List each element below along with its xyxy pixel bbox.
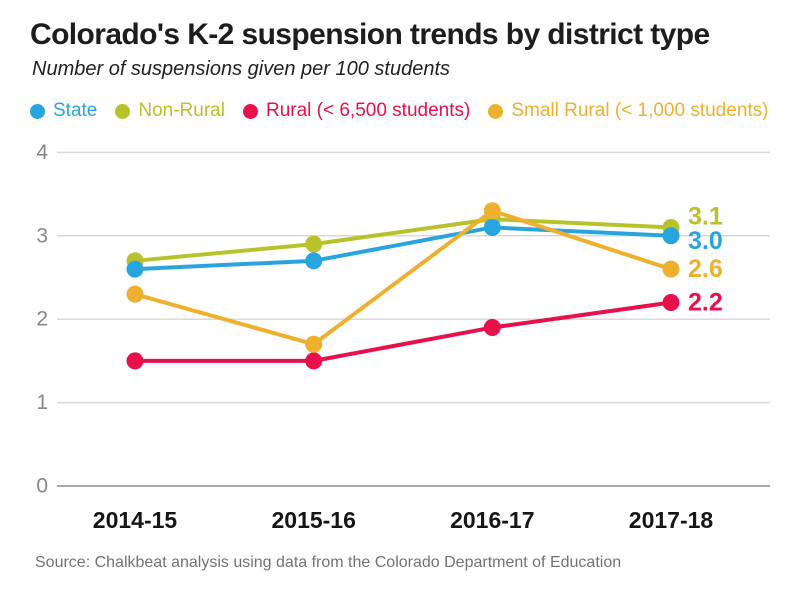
series-end-value-label: 3.0	[688, 227, 723, 255]
data-point	[305, 235, 323, 253]
data-point	[126, 260, 144, 278]
x-axis-tick-label: 2017-18	[629, 507, 714, 533]
legend-item-rural: Rural (< 6,500 students)	[242, 100, 471, 122]
chart-title: Colorado's K-2 suspension trends by dist…	[30, 18, 710, 51]
series-line-state	[133, 225, 673, 272]
series-end-value-label: 3.1	[688, 202, 723, 230]
series-end-value-label: 2.6	[688, 255, 723, 283]
source-note: Source: Chalkbeat analysis using data fr…	[35, 554, 622, 571]
legend-dot-icon	[242, 103, 258, 119]
legend-label-rural: Rural (< 6,500 students)	[265, 100, 471, 121]
series-end-value-label: 2.2	[688, 289, 723, 317]
legend-label-non-rural: Non-Rural	[138, 100, 225, 121]
data-point	[126, 285, 144, 303]
series-line-rural-6-500-students	[133, 300, 673, 363]
y-axis-tick-label: 0	[36, 475, 48, 498]
y-axis-tick-label: 4	[36, 141, 48, 164]
x-axis-tick-label: 2015-16	[271, 507, 355, 533]
legend-dot-icon	[115, 103, 131, 119]
data-point	[305, 252, 323, 270]
data-point	[483, 218, 501, 236]
legend-item-non-rural: Non-Rural	[115, 100, 225, 122]
legend-item-state: State	[30, 100, 97, 122]
data-point	[305, 335, 323, 353]
series-line-small-rural-1-000-students	[133, 208, 673, 347]
legend: State Non-Rural Rural (< 6,500 students)…	[30, 100, 769, 122]
data-point	[305, 352, 323, 370]
data-point	[662, 294, 680, 312]
y-axis-tick-label: 3	[36, 224, 48, 247]
data-point	[126, 352, 144, 370]
legend-dot-icon	[30, 103, 45, 119]
legend-dot-icon	[488, 103, 504, 119]
y-axis-tick-label: 1	[36, 391, 48, 414]
data-point	[662, 227, 680, 245]
legend-label-small-rural: Small Rural (< 1,000 students)	[511, 100, 769, 121]
data-point	[483, 202, 501, 220]
data-point	[483, 319, 501, 337]
series-line-non-rural	[133, 217, 673, 263]
x-axis-tick-label: 2014-15	[93, 507, 178, 533]
legend-item-small-rural: Small Rural (< 1,000 students)	[488, 100, 769, 122]
x-axis-tick-label: 2016-17	[450, 507, 534, 533]
chart-subtitle: Number of suspensions given per 100 stud…	[32, 58, 451, 80]
legend-label-state: State	[53, 100, 98, 121]
data-point	[662, 260, 680, 278]
y-axis-tick-label: 2	[36, 308, 48, 331]
